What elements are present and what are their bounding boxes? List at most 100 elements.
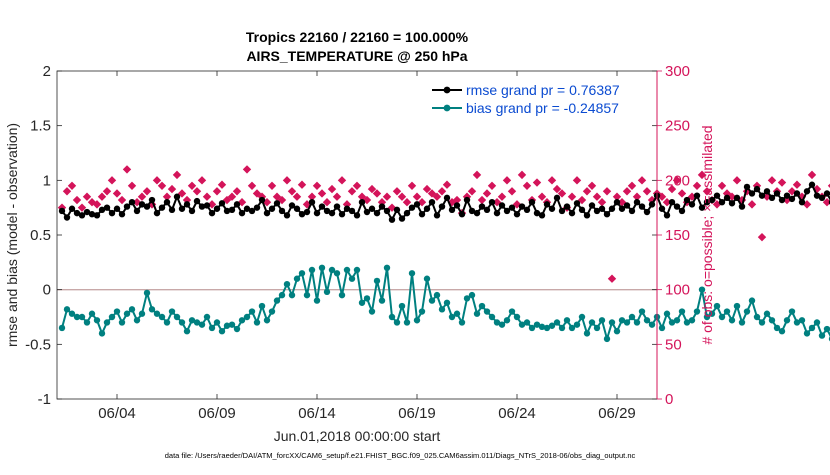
bias-point xyxy=(133,317,141,324)
bias-point xyxy=(533,321,541,328)
bias-point xyxy=(253,319,261,326)
obs-marker xyxy=(792,180,802,189)
legend-rmse-label: rmse grand pr = 0.76387 xyxy=(466,82,620,98)
rmse-point xyxy=(328,209,336,217)
rmse-point xyxy=(613,199,621,206)
rmse-point xyxy=(208,209,216,217)
bias-point xyxy=(213,319,221,326)
rmse-point xyxy=(193,197,201,205)
rmse-point xyxy=(573,200,581,207)
bias-point xyxy=(128,306,136,313)
rmse-point xyxy=(733,194,741,202)
bias-point xyxy=(228,321,236,328)
rmse-point xyxy=(583,212,591,219)
rmse-point xyxy=(808,181,816,188)
bias-point xyxy=(288,291,296,299)
obs-marker xyxy=(92,200,102,209)
obs-marker xyxy=(502,176,512,185)
rmse-point xyxy=(443,194,451,202)
x-tick-label: 06/29 xyxy=(598,405,636,422)
bias-point xyxy=(183,328,191,335)
bias-point xyxy=(758,319,766,326)
rmse-series-layer xyxy=(58,181,830,223)
rmse-point xyxy=(173,193,181,200)
y-left-tick-label: 0.5 xyxy=(30,227,51,244)
obs-marker xyxy=(362,195,372,205)
bias-point xyxy=(418,308,426,315)
obs-marker xyxy=(602,187,612,196)
obs-marker xyxy=(142,187,152,196)
rmse-point xyxy=(543,201,551,208)
rmse-point xyxy=(513,211,521,218)
bias-point xyxy=(88,310,96,317)
bias-point xyxy=(543,324,551,332)
bias-point xyxy=(103,319,111,326)
bias-point xyxy=(328,266,336,274)
obs-marker xyxy=(102,187,112,196)
rmse-point xyxy=(213,205,221,212)
bias-point xyxy=(358,299,366,306)
rmse-point xyxy=(198,203,206,210)
obs-marker xyxy=(217,180,227,189)
rmse-point xyxy=(108,209,116,217)
rmse-point xyxy=(98,206,106,214)
rmse-point xyxy=(338,211,346,218)
bias-point xyxy=(408,270,416,277)
bias-point xyxy=(463,295,471,302)
bias-point xyxy=(523,319,531,326)
bias-point xyxy=(548,322,556,329)
rmse-point xyxy=(233,201,241,208)
bias-point xyxy=(673,317,681,324)
obs-marker xyxy=(117,195,127,205)
bias-point xyxy=(383,264,391,271)
obs-marker xyxy=(382,192,392,201)
bias-point xyxy=(738,319,746,326)
obs-marker xyxy=(297,180,307,189)
bias-point xyxy=(148,306,156,313)
rmse-point xyxy=(288,202,296,209)
rmse-point xyxy=(568,209,576,217)
rmse-point xyxy=(458,211,466,218)
bias-point xyxy=(318,264,326,271)
y-right-tick-label: 250 xyxy=(665,118,690,135)
bias-point xyxy=(698,286,706,293)
rmse-point xyxy=(528,199,536,206)
obs-marker xyxy=(322,198,332,207)
rmse-point xyxy=(378,203,386,210)
rmse-point xyxy=(638,203,646,210)
bias-point xyxy=(143,289,151,297)
obs-marker xyxy=(347,187,357,196)
rmse-point xyxy=(263,209,271,217)
obs-marker xyxy=(522,181,532,190)
bias-point xyxy=(708,310,716,317)
obs-marker xyxy=(272,192,282,201)
bias-point xyxy=(248,308,256,315)
obs-marker xyxy=(307,192,317,201)
bias-point xyxy=(598,317,606,324)
rmse-point xyxy=(503,207,511,215)
rmse-point xyxy=(768,194,776,202)
bias-point xyxy=(508,308,516,315)
bias-point xyxy=(768,317,776,324)
obs-marker xyxy=(697,170,707,180)
rmse-point xyxy=(313,209,321,217)
data-file-footer: data file: /Users/raeder/DAI/ATM_forcXX/… xyxy=(165,451,636,460)
rmse-point xyxy=(478,203,486,210)
obs-marker xyxy=(402,198,412,207)
bias-point xyxy=(688,317,696,324)
x-tick-label: 06/04 xyxy=(98,405,136,422)
bias-point xyxy=(198,321,206,328)
rmse-point xyxy=(438,203,446,210)
rmse-point xyxy=(483,206,491,214)
x-axis-label: Jun.01,2018 00:00:00 start xyxy=(274,428,441,444)
bias-point xyxy=(553,319,561,326)
rmse-point xyxy=(403,209,411,217)
bias-point xyxy=(243,313,251,321)
rmse-point xyxy=(153,209,161,217)
obs-marker xyxy=(747,200,757,209)
legend-box xyxy=(426,76,652,120)
obs-marker xyxy=(357,192,367,201)
bias-point xyxy=(403,319,411,326)
obs-marker xyxy=(107,176,117,185)
rmse-point xyxy=(73,209,81,217)
